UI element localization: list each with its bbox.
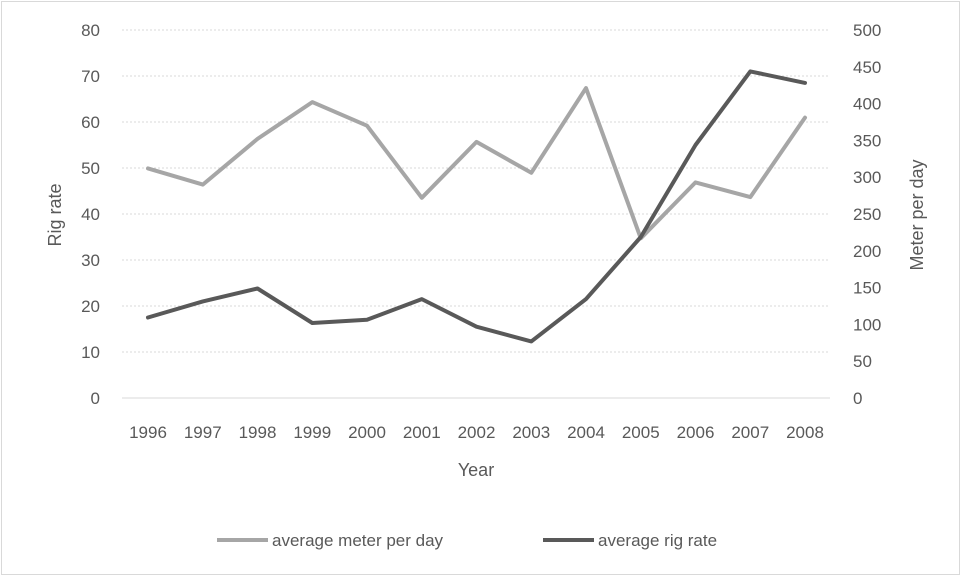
x-tick-label: 1998 <box>239 423 277 442</box>
legend: average meter per day average rig rate <box>217 531 717 550</box>
x-tick-label: 2005 <box>622 423 660 442</box>
x-tick-label: 2008 <box>786 423 824 442</box>
gridlines <box>122 29 830 399</box>
left-tick-label: 40 <box>81 205 100 224</box>
x-tick-label: 2003 <box>512 423 550 442</box>
left-tick-label: 50 <box>81 159 100 178</box>
right-tick-label: 200 <box>853 242 881 261</box>
x-tick-label: 2004 <box>567 423 605 442</box>
x-tick-label: 2006 <box>677 423 715 442</box>
right-tick-label: 400 <box>853 95 881 114</box>
series-line-meter-per-day <box>146 86 807 241</box>
right-tick-label: 250 <box>853 205 881 224</box>
legend-label-meter: average meter per day <box>272 531 444 550</box>
x-tick-label: 1997 <box>184 423 222 442</box>
right-tick-label: 300 <box>853 168 881 187</box>
right-tick-label: 350 <box>853 131 881 150</box>
x-tick-label: 1996 <box>129 423 167 442</box>
series-layer <box>146 69 807 344</box>
series-line-rig-rate <box>146 69 807 344</box>
right-tick-label: 150 <box>853 279 881 298</box>
left-tick-label: 0 <box>91 389 100 408</box>
left-tick-label: 60 <box>81 113 100 132</box>
right-tick-label: 500 <box>853 21 881 40</box>
x-tick-label: 2007 <box>731 423 769 442</box>
legend-label-rig: average rig rate <box>598 531 717 550</box>
left-tick-label: 30 <box>81 251 100 270</box>
right-tick-label: 0 <box>853 389 862 408</box>
right-axis-title: Meter per day <box>907 159 927 270</box>
x-tick-label: 2002 <box>458 423 496 442</box>
x-tick-label: 2001 <box>403 423 441 442</box>
left-axis-title: Rig rate <box>45 183 65 246</box>
x-tick-label: 2000 <box>348 423 386 442</box>
left-tick-label: 10 <box>81 343 100 362</box>
x-axis-title: Year <box>458 460 494 480</box>
x-axis-ticks: 1996 1997 1998 1999 2000 2001 2002 2003 2004 2005… <box>129 423 824 442</box>
left-tick-label: 70 <box>81 67 100 86</box>
left-tick-label: 80 <box>81 21 100 40</box>
x-tick-label: 1999 <box>293 423 331 442</box>
left-axis-ticks: 0 10 20 30 40 50 60 70 80 <box>81 21 100 408</box>
right-axis-ticks: 0 50 100 150 200 250 300 350 400 450 500 <box>853 21 881 408</box>
left-tick-label: 20 <box>81 297 100 316</box>
right-tick-label: 450 <box>853 58 881 77</box>
right-tick-label: 100 <box>853 315 881 334</box>
right-tick-label: 50 <box>853 352 872 371</box>
